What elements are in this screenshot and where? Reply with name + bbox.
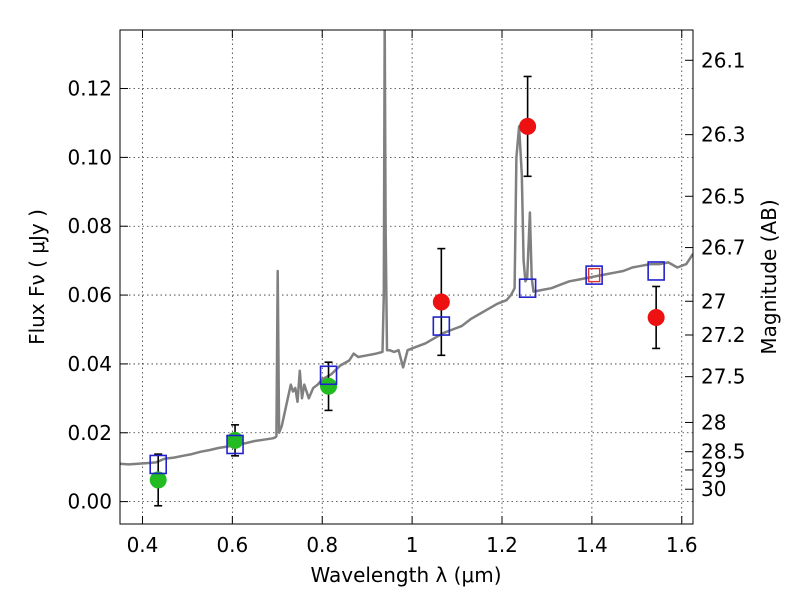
tick-marks (120, 30, 693, 524)
right-tick-label: 28.5 (701, 440, 746, 464)
y-tick-label: 0.12 (67, 77, 112, 101)
right-tick-label: 29 (701, 458, 726, 482)
right-tick-label: 26.1 (701, 48, 746, 72)
grid-lines (120, 30, 693, 524)
x-tick-label: 1.6 (666, 533, 698, 557)
x-tick-label: 0.6 (216, 533, 248, 557)
y-tick-label: 0.04 (67, 352, 112, 376)
observed-flux-point (149, 471, 167, 489)
observed-flux-point (647, 308, 665, 326)
spectrum-line (120, 30, 693, 466)
model-flux-square (432, 316, 451, 336)
model-flux-square (518, 278, 537, 298)
x-axis-label: Wavelength λ (μm) (310, 563, 501, 587)
x-tick-label: 1.4 (576, 533, 608, 557)
spectrum-layer (120, 30, 693, 466)
model-flux-square (585, 265, 603, 285)
right-tick-label: 28 (701, 410, 726, 434)
x-tick-label: 1.2 (486, 533, 518, 557)
y-tick-label: 0.08 (67, 214, 112, 238)
y-tick-label: 0.02 (67, 421, 112, 445)
right-tick-label: 27.5 (701, 365, 746, 389)
x-tick-label: 0.8 (306, 533, 338, 557)
right-tick-label: 27 (701, 289, 726, 313)
y-tick-labels: 0.00 0.02 0.04 0.06 0.08 0.10 0.12 (67, 77, 112, 514)
right-tick-label: 30 (701, 477, 726, 501)
y-axis-label: Flux Fν ( μJy ) (25, 209, 49, 345)
right-tick-label: 26.3 (701, 123, 746, 147)
model-flux-square-inner (587, 267, 601, 283)
y-tick-label: 0.10 (67, 145, 112, 169)
right-tick-label: 26.5 (701, 184, 746, 208)
plot-frame (119, 29, 694, 525)
right-tick-label: 26.7 (701, 236, 746, 260)
y-tick-label: 0.00 (67, 490, 112, 514)
points-layer (149, 75, 665, 507)
observed-flux-point (432, 293, 450, 311)
x-tick-label: 0.4 (127, 533, 159, 557)
observed-flux-point (519, 117, 537, 135)
right-tick-label: 27.2 (701, 323, 746, 347)
right-axis-label: Magnitude (AB) (757, 199, 781, 354)
model-flux-square (226, 434, 244, 455)
x-tick-label: 1 (406, 533, 419, 557)
model-flux-square (149, 454, 167, 475)
model-flux-square (647, 261, 665, 281)
y-tick-label: 0.06 (67, 283, 112, 307)
observed-flux-point (320, 377, 338, 395)
x-tick-labels: 0.4 0.6 0.8 1 1.2 1.4 1.6 (127, 533, 698, 557)
model-flux-square (319, 365, 338, 386)
